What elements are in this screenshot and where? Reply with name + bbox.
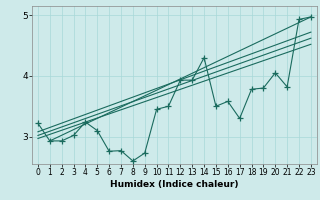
X-axis label: Humidex (Indice chaleur): Humidex (Indice chaleur) <box>110 180 239 189</box>
